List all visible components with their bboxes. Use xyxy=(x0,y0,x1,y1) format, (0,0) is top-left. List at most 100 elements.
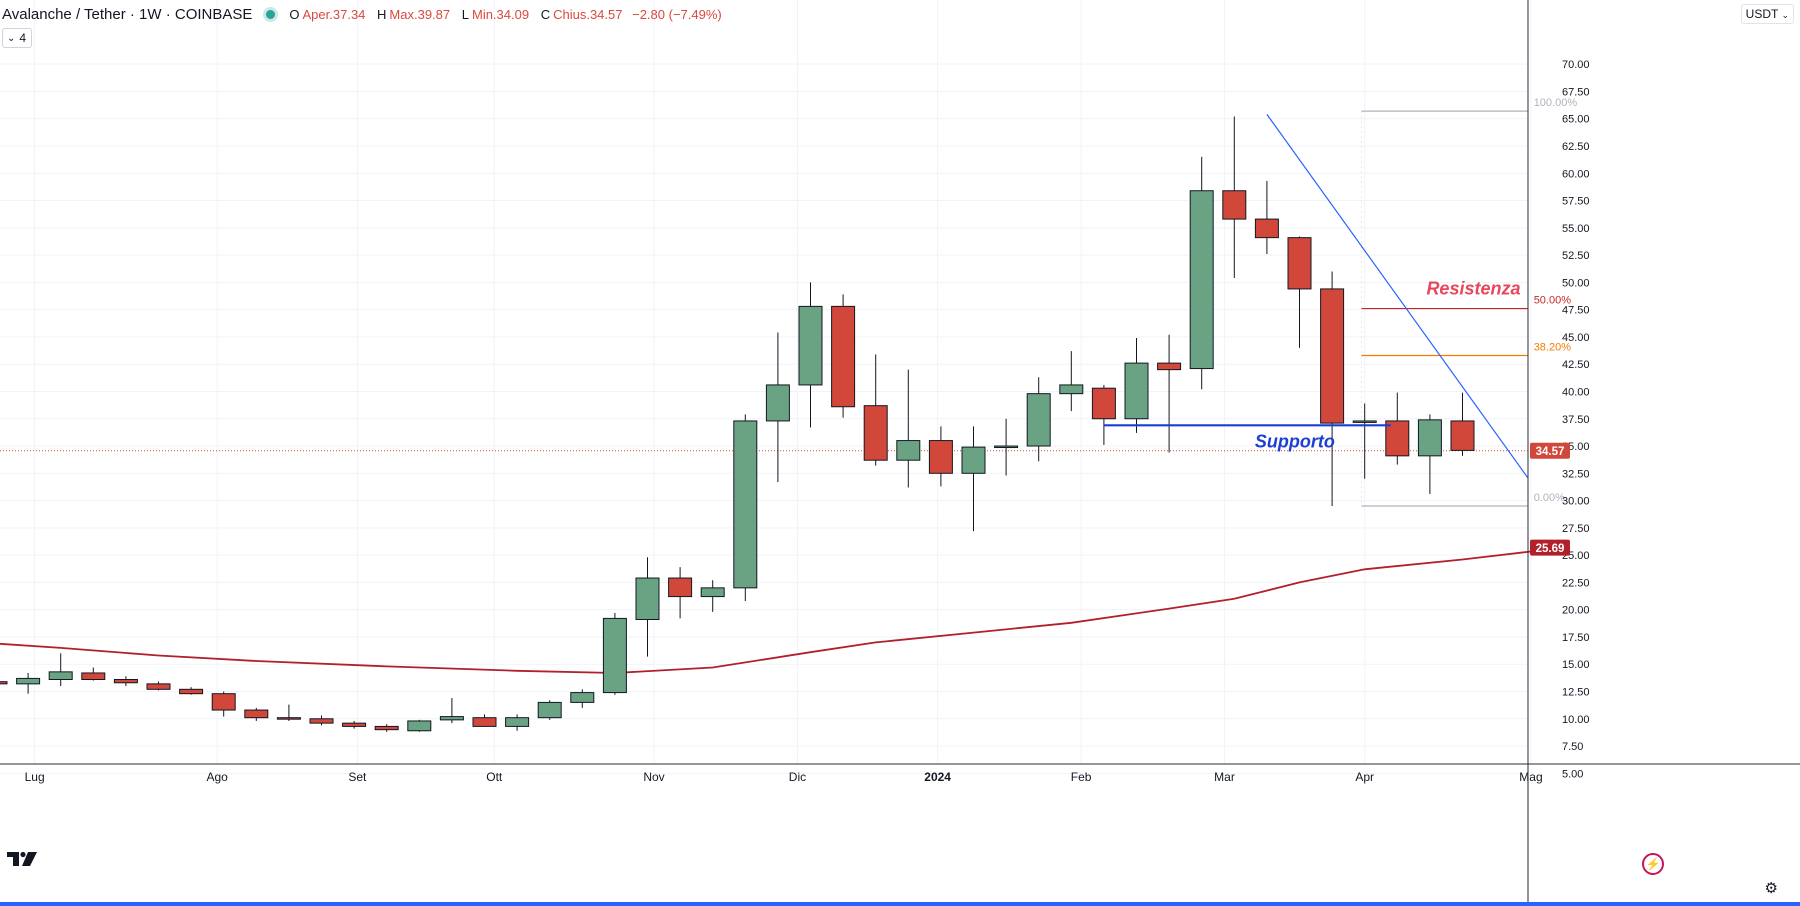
price-axis: 5.00 7.50 10.00 12.50 15.00 17.50 20.00 22.50 25… xyxy=(1527,0,1590,906)
low-label: L xyxy=(461,6,469,22)
indicator-count: 4 xyxy=(19,31,27,45)
candle-down xyxy=(1222,190,1247,220)
candle-up xyxy=(602,617,627,694)
time-tick-label: Dic xyxy=(789,770,806,784)
currency-selector[interactable]: USDT ⌄ xyxy=(1740,4,1794,24)
change-value: −2.80 (−7.49%) xyxy=(632,6,722,22)
moving-average-line xyxy=(0,546,1561,674)
candle-down xyxy=(113,678,138,684)
market-status-dot[interactable] xyxy=(266,9,276,19)
candle-up xyxy=(1189,190,1214,370)
price-tick-label: 50.00 xyxy=(1562,277,1590,289)
candle-down xyxy=(668,577,693,598)
fib-level-label: 0.00% xyxy=(1534,492,1565,504)
price-tick-label: 17.50 xyxy=(1562,632,1590,644)
low-value: Min.34.09 xyxy=(471,6,530,22)
high-label: H xyxy=(377,6,387,22)
candle-down xyxy=(472,717,497,727)
time-tick-label: Nov xyxy=(643,770,664,784)
close-label: C xyxy=(540,6,551,22)
candle-up xyxy=(1124,362,1149,420)
candle-up xyxy=(994,445,1019,449)
chart-grid xyxy=(0,0,1532,774)
price-tick-label: 22.50 xyxy=(1562,577,1590,589)
time-tick-label: Ago xyxy=(207,770,229,784)
open-label: O xyxy=(289,6,300,22)
candles-layer xyxy=(0,116,1475,732)
support-label: Supporto xyxy=(1255,431,1335,451)
time-tick-label: Set xyxy=(348,770,367,784)
fibonacci-layer: 100.00% 50.00% 38.20% 0.00% xyxy=(1361,97,1577,507)
candle-down xyxy=(928,440,953,474)
high-value: Max.39.87 xyxy=(389,6,451,22)
time-tick-label: Feb xyxy=(1071,770,1092,784)
candle-up xyxy=(1059,384,1084,395)
candle-down xyxy=(1287,237,1312,290)
fib-level-label: 38.20% xyxy=(1534,341,1572,353)
time-tick-label: Mar xyxy=(1214,770,1235,784)
candle-up xyxy=(798,305,823,386)
trendline xyxy=(1266,114,1529,479)
candle-up xyxy=(407,720,432,732)
price-tick-label: 52.50 xyxy=(1562,250,1590,262)
settings-gear-icon[interactable]: ⚙ xyxy=(1764,880,1778,897)
candle-up xyxy=(733,420,758,589)
ma-price-badge-bg xyxy=(1530,539,1570,556)
ohlc-legend: O Aper.37.34 H Max.39.87 L Min.34.09 C Chius… xyxy=(289,7,724,22)
current-price-badge: 34.57 xyxy=(1536,446,1565,458)
chart-header: Avalanche / Tether · 1W · COINBASE O Aper… xyxy=(0,3,725,25)
price-tick-label: 70.00 xyxy=(1562,59,1590,71)
fib-level-label: 50.00% xyxy=(1534,295,1572,307)
price-tick-label: 62.50 xyxy=(1562,141,1590,153)
candle-up xyxy=(896,440,921,461)
symbol-title[interactable]: Avalanche / Tether · 1W · COINBASE xyxy=(2,5,253,23)
chevron-down-icon: ⌄ xyxy=(1781,10,1789,20)
candle-down xyxy=(831,305,856,408)
price-tick-label: 37.50 xyxy=(1562,414,1590,426)
ma-price-badge: 25.69 xyxy=(1536,543,1565,555)
candle-down xyxy=(244,709,269,719)
candle-up xyxy=(48,671,73,680)
time-tick-label: Lug xyxy=(25,770,45,784)
time-tick-label: Apr xyxy=(1355,770,1374,784)
candle-up xyxy=(1026,393,1051,447)
candle-down xyxy=(179,688,204,695)
price-tick-label: 67.50 xyxy=(1562,86,1590,98)
candle-up xyxy=(635,577,660,620)
candle-down xyxy=(342,722,367,727)
current-price-badge-bg xyxy=(1530,442,1570,459)
candle-up xyxy=(439,716,464,721)
indicators-toggle[interactable]: ⌄ 4 xyxy=(2,28,33,48)
candle-down xyxy=(1254,218,1279,239)
open-value: Aper.37.34 xyxy=(302,6,366,22)
price-tick-label: 42.50 xyxy=(1562,359,1590,371)
price-tick-label: 65.00 xyxy=(1562,114,1590,126)
candle-down xyxy=(1157,362,1182,371)
price-tick-label: 12.50 xyxy=(1562,687,1590,699)
candle-down xyxy=(863,405,888,461)
candle-down xyxy=(1450,420,1475,451)
tradingview-logo-icon[interactable] xyxy=(6,848,38,873)
price-tick-label: 30.00 xyxy=(1562,496,1590,508)
time-tick-label: Ott xyxy=(486,770,503,784)
bottom-accent-bar xyxy=(0,902,1800,906)
candle-down xyxy=(0,681,8,685)
candle-down xyxy=(1320,288,1345,424)
flash-icon[interactable]: ⚡ xyxy=(1642,853,1664,875)
candle-up xyxy=(1417,419,1442,457)
candle-up xyxy=(505,717,530,727)
tradingview-logo-glyph xyxy=(7,851,37,866)
price-tick-label: 60.00 xyxy=(1562,168,1590,180)
candle-up xyxy=(16,677,41,685)
time-axis: Lug Ago Set Ott Nov Dic 2024 Feb Mar Apr Mag xyxy=(0,763,1800,784)
price-tick-label: 20.00 xyxy=(1562,605,1590,617)
moving-average-layer xyxy=(0,546,1561,674)
currency-label: USDT xyxy=(1745,7,1779,21)
candle-down xyxy=(146,683,171,690)
price-tick-label: 32.50 xyxy=(1562,468,1590,480)
price-tick-label: 27.50 xyxy=(1562,523,1590,535)
drawings-layer: Supporto Resistenza xyxy=(1103,114,1529,479)
price-tick-label: 5.00 xyxy=(1562,768,1583,780)
price-tick-label: 55.00 xyxy=(1562,223,1590,235)
